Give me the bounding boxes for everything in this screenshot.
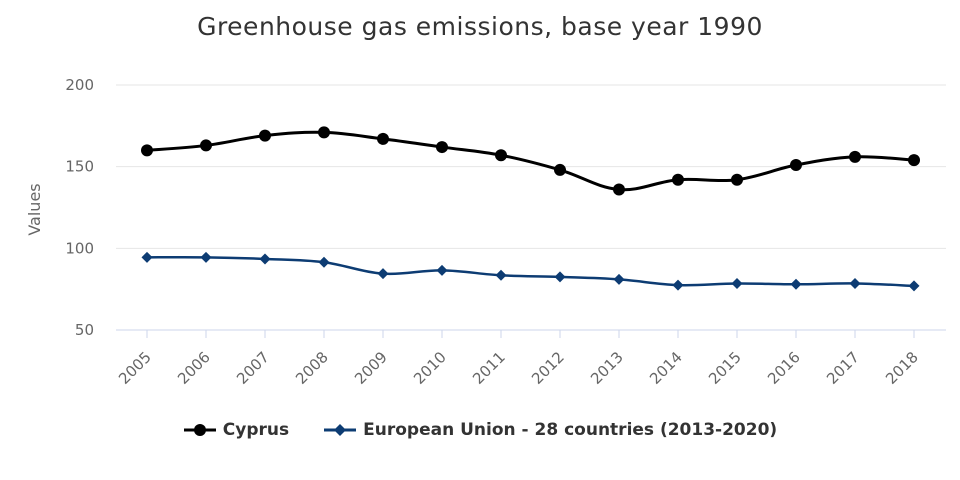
data-point-cyprus[interactable]: [790, 159, 802, 172]
data-point-eu28[interactable]: [318, 256, 330, 268]
data-point-eu28[interactable]: [790, 278, 802, 290]
y-tick-label: 200: [65, 76, 94, 94]
x-tick-label: 2018: [882, 348, 922, 388]
data-point-eu28[interactable]: [849, 277, 861, 289]
legend-item-cyprus[interactable]: Cyprus: [183, 420, 289, 440]
x-tick-label: 2005: [115, 348, 155, 388]
data-point-eu28[interactable]: [377, 268, 389, 280]
y-tick-label: 50: [75, 321, 94, 339]
y-tick-label: 150: [65, 158, 94, 176]
data-point-eu28[interactable]: [613, 273, 625, 285]
legend-item-eu28[interactable]: European Union - 28 countries (2013-2020…: [323, 420, 777, 440]
data-point-cyprus[interactable]: [613, 183, 625, 196]
data-point-cyprus[interactable]: [554, 163, 566, 176]
x-tick-label: 2007: [233, 348, 273, 388]
data-point-cyprus[interactable]: [141, 144, 153, 157]
legend-label-cyprus: Cyprus: [222, 420, 290, 440]
data-point-eu28[interactable]: [495, 269, 507, 281]
data-point-eu28[interactable]: [200, 251, 212, 263]
data-point-cyprus[interactable]: [672, 173, 684, 186]
data-point-cyprus[interactable]: [200, 139, 212, 152]
data-point-eu28[interactable]: [554, 271, 566, 283]
chart-title: Greenhouse gas emissions, base year 1990: [197, 12, 763, 41]
data-point-eu28[interactable]: [436, 264, 448, 276]
data-point-cyprus[interactable]: [731, 173, 743, 186]
data-point-eu28[interactable]: [672, 279, 684, 291]
data-point-cyprus[interactable]: [318, 126, 330, 139]
data-point-cyprus[interactable]: [495, 149, 507, 162]
data-point-eu28[interactable]: [908, 280, 920, 292]
data-point-cyprus[interactable]: [259, 129, 271, 142]
x-tick-label: 2011: [469, 348, 509, 388]
data-point-cyprus[interactable]: [436, 141, 448, 154]
y-axis-title: Values: [25, 183, 44, 235]
x-tick-label: 2016: [764, 348, 804, 388]
x-tick-label: 2006: [174, 348, 214, 388]
legend: Cyprus European Union - 28 countries (20…: [0, 420, 960, 440]
x-tick-label: 2017: [823, 348, 863, 388]
data-point-eu28[interactable]: [731, 277, 743, 289]
x-tick-label: 2009: [351, 348, 391, 388]
legend-marker-circle-icon: [183, 424, 216, 436]
data-point-eu28[interactable]: [259, 253, 271, 265]
data-point-cyprus[interactable]: [377, 132, 389, 145]
legend-label-eu28: European Union - 28 countries (2013-2020…: [363, 420, 778, 440]
x-tick-label: 2010: [410, 348, 450, 388]
x-tick-label: 2014: [646, 348, 686, 388]
x-tick-label: 2015: [705, 348, 745, 388]
data-point-eu28[interactable]: [141, 251, 153, 263]
x-tick-label: 2012: [528, 348, 568, 388]
x-tick-label: 2013: [587, 348, 627, 388]
x-tick-label: 2008: [292, 348, 332, 388]
data-point-cyprus[interactable]: [908, 154, 920, 167]
y-tick-label: 100: [65, 239, 94, 257]
data-point-cyprus[interactable]: [849, 150, 861, 163]
legend-marker-diamond-icon: [324, 424, 357, 436]
